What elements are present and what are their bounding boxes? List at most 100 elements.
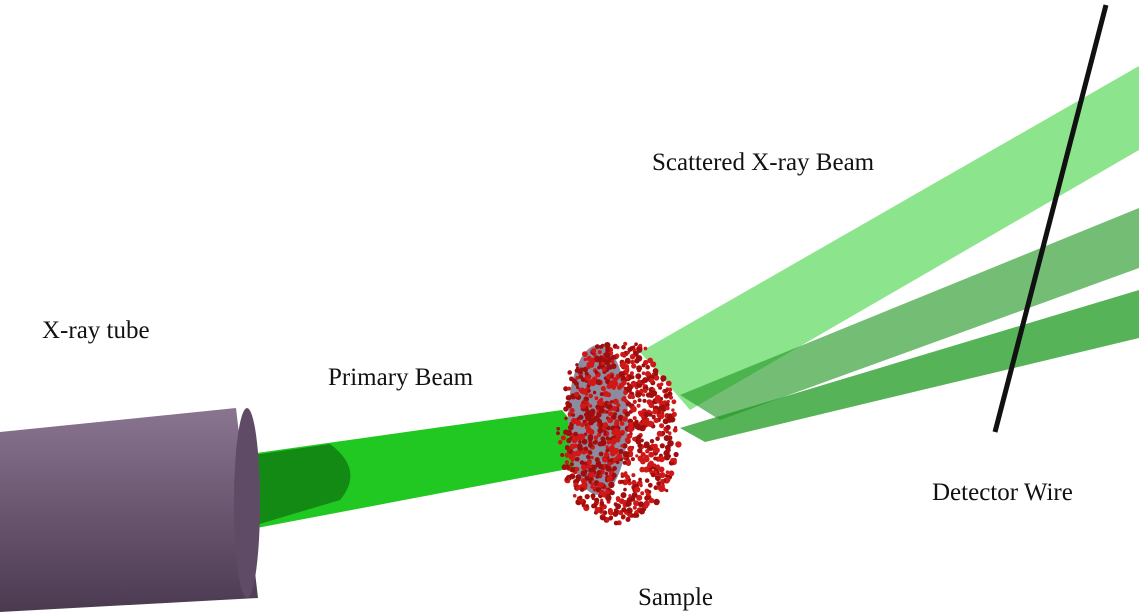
sample-atom — [652, 409, 658, 415]
sample-atom — [562, 465, 567, 470]
sample-atom — [601, 344, 604, 347]
sample-atom — [588, 468, 593, 473]
sample-atom — [599, 408, 605, 414]
sample-atom — [556, 431, 560, 435]
sample-atom — [606, 392, 611, 397]
sample-atom — [606, 364, 611, 369]
sample-atom — [669, 470, 675, 476]
sample-atom — [585, 372, 589, 376]
sample-atom — [598, 350, 602, 354]
sample-atom — [611, 355, 616, 360]
sample-atom — [575, 457, 580, 462]
sample-atom — [587, 460, 592, 465]
sample-atom — [630, 406, 636, 412]
sample-atom — [572, 451, 578, 457]
sample-atom — [659, 412, 664, 417]
sample-atom — [585, 494, 590, 499]
sample-atom — [637, 448, 642, 453]
sample-atom — [642, 371, 646, 375]
sample-atom — [671, 408, 674, 411]
sample-atom — [585, 476, 590, 481]
sample-atom — [579, 415, 584, 420]
sample-atom — [617, 385, 622, 390]
sample-atom — [622, 416, 628, 422]
sample-atom — [665, 474, 668, 477]
sample-atom — [674, 452, 679, 457]
sample-atom — [654, 371, 659, 376]
sample-atom — [653, 448, 658, 453]
sample-atom — [584, 358, 587, 361]
sample-atom — [626, 351, 630, 355]
sample-atom — [634, 342, 638, 346]
sample-atom — [580, 403, 586, 409]
sample-atom — [633, 416, 637, 420]
sample-atom — [613, 428, 618, 433]
sample-atom — [590, 409, 595, 414]
sample-atom — [638, 384, 642, 388]
sample-atom — [632, 437, 636, 441]
sample-atom — [625, 475, 630, 480]
sample-atom — [565, 401, 570, 406]
label: Sample — [638, 584, 713, 611]
sample-atom — [587, 389, 590, 392]
sample-atom — [573, 444, 577, 448]
sample-atom — [586, 427, 591, 432]
sample-atom — [603, 432, 606, 435]
sample-atom — [611, 360, 615, 364]
sample-atom — [613, 438, 618, 443]
sample-atom — [567, 387, 571, 391]
sample-atom — [605, 490, 610, 495]
sample-atom — [638, 501, 644, 507]
sample-atom — [581, 464, 587, 470]
sample-atom — [588, 443, 593, 448]
sample-atom — [575, 363, 578, 366]
sample-atom — [576, 386, 579, 389]
sample-atom — [621, 361, 627, 367]
sample-atom — [645, 371, 651, 377]
sample-atom — [638, 398, 642, 402]
sample-atom — [637, 435, 642, 440]
sample-atom — [642, 393, 645, 396]
sample-atom — [576, 420, 581, 425]
sample-atom — [668, 431, 672, 435]
sample-atom — [620, 421, 625, 426]
sample-atom — [649, 390, 655, 396]
sample-atom — [631, 457, 635, 461]
sample-atom — [659, 423, 664, 428]
sample-atom — [616, 453, 622, 459]
sample-atom — [602, 457, 607, 462]
sample-atom — [630, 346, 634, 350]
sample-atom — [564, 417, 567, 420]
sample-atom — [585, 504, 588, 507]
label: X-ray tube — [42, 317, 150, 344]
sample-atom — [608, 462, 612, 466]
sample-atom — [606, 445, 609, 448]
sample-atom — [577, 445, 583, 451]
sample-atom — [584, 392, 588, 396]
sample-atom — [570, 468, 575, 473]
sample-atom — [620, 480, 624, 484]
sample-atom — [640, 439, 644, 443]
sample-atom — [606, 440, 611, 445]
sample-atom — [637, 443, 642, 448]
sample-atom — [610, 375, 613, 378]
sample-atom — [590, 381, 595, 386]
sample-atom — [567, 370, 572, 375]
sample-atom — [660, 443, 665, 448]
sample-atom — [595, 370, 599, 374]
sample-atom — [629, 448, 633, 452]
diagram: X-ray tube Primary Beam Scattered X-ray … — [0, 0, 1139, 613]
sample-atom — [595, 359, 599, 363]
sample-atom — [573, 432, 578, 437]
sample-atom — [631, 381, 637, 387]
sample-atom — [619, 371, 625, 377]
sample-atom — [626, 459, 631, 464]
sample-atom — [609, 412, 613, 416]
label: Scattered X-ray Beam — [652, 149, 875, 176]
sample-atom — [648, 483, 653, 488]
sample-atom — [597, 366, 601, 370]
sample-atom — [644, 501, 650, 507]
sample-atom — [588, 473, 592, 477]
sample-atom — [668, 388, 672, 392]
sample-atom — [637, 379, 641, 383]
